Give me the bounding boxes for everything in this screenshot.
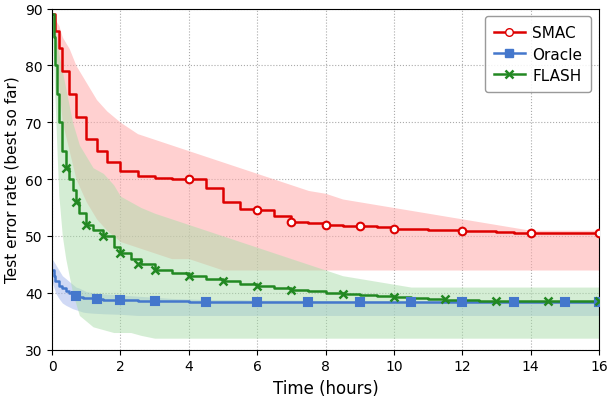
SMAC — [356, 224, 364, 229]
FLASH — [72, 200, 80, 205]
FLASH — [83, 223, 90, 227]
Oracle — [93, 297, 100, 302]
SMAC — [288, 220, 295, 225]
FLASH — [100, 234, 107, 239]
FLASH — [288, 288, 295, 293]
FLASH — [493, 298, 500, 303]
SMAC — [185, 177, 192, 182]
SMAC — [595, 231, 603, 236]
FLASH — [219, 279, 226, 284]
X-axis label: Time (hours): Time (hours) — [272, 379, 378, 397]
Oracle — [356, 300, 364, 305]
Oracle — [561, 300, 569, 305]
Line: FLASH: FLASH — [62, 164, 603, 305]
SMAC — [527, 231, 534, 236]
FLASH — [595, 299, 603, 304]
FLASH — [62, 166, 69, 171]
SMAC — [322, 223, 329, 227]
Oracle — [202, 300, 209, 304]
FLASH — [151, 268, 159, 273]
Oracle — [151, 299, 159, 304]
FLASH — [441, 297, 449, 302]
Oracle — [253, 300, 261, 304]
SMAC — [390, 227, 398, 231]
Oracle — [305, 300, 312, 305]
FLASH — [544, 299, 551, 304]
Oracle — [72, 294, 80, 298]
SMAC — [458, 229, 466, 234]
FLASH — [390, 295, 398, 300]
FLASH — [117, 251, 124, 256]
Oracle — [408, 300, 415, 305]
Oracle — [595, 300, 603, 305]
SMAC — [253, 209, 261, 213]
FLASH — [253, 284, 261, 289]
Oracle — [510, 300, 517, 305]
Oracle — [117, 298, 124, 303]
Oracle — [458, 300, 466, 305]
Line: Oracle: Oracle — [72, 292, 603, 306]
FLASH — [339, 292, 346, 297]
Legend: SMAC, Oracle, FLASH: SMAC, Oracle, FLASH — [485, 17, 591, 93]
Y-axis label: Test error rate (best so far): Test error rate (best so far) — [4, 77, 19, 283]
FLASH — [185, 273, 192, 278]
Line: SMAC: SMAC — [185, 176, 603, 237]
FLASH — [134, 262, 141, 267]
